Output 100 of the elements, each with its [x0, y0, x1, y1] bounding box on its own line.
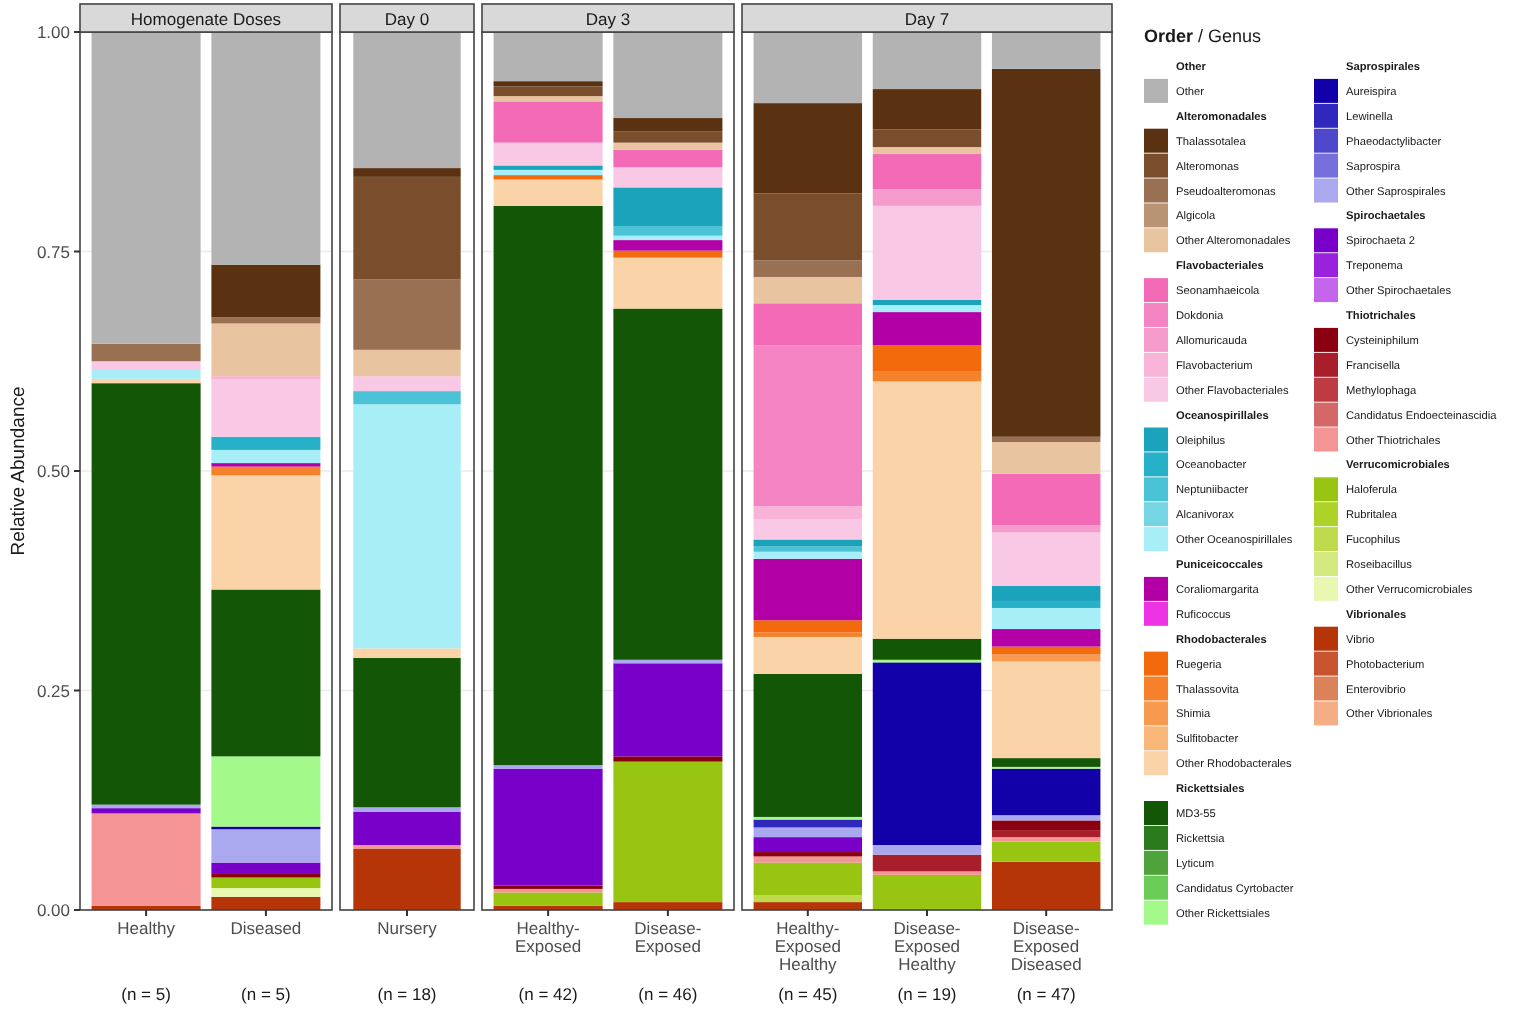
bar	[353, 168, 461, 177]
bar	[991, 586, 1101, 601]
bar	[353, 279, 461, 350]
chart-title: Day 3	[585, 9, 631, 29]
bar	[872, 345, 982, 372]
bar	[991, 646, 1101, 655]
x-tick-label: Healthy	[117, 918, 177, 938]
bar	[353, 176, 461, 280]
bar	[872, 854, 982, 872]
bar	[613, 761, 723, 903]
bar	[753, 620, 863, 633]
bar	[753, 636, 863, 674]
bar	[211, 317, 321, 324]
bar	[991, 654, 1101, 662]
legend-title: Order / Genus	[1144, 26, 1263, 46]
x-tick-label: Disease-Exposed Diseased	[1010, 918, 1083, 974]
bar	[991, 629, 1101, 647]
bar	[991, 532, 1101, 587]
bar	[872, 205, 982, 300]
x-tick-label: Healthy-Exposed	[515, 918, 582, 956]
bar	[91, 343, 201, 362]
bar	[493, 81, 603, 87]
bar	[872, 147, 982, 155]
bar	[991, 861, 1101, 910]
bar	[872, 662, 982, 846]
bar	[991, 442, 1101, 474]
bar	[493, 768, 603, 886]
bar	[211, 829, 321, 863]
bar	[91, 813, 201, 906]
bar	[613, 149, 723, 168]
y-tick-label: 0.50	[36, 461, 71, 481]
bar	[353, 811, 461, 846]
bar	[991, 661, 1101, 759]
bar	[753, 546, 863, 552]
bar	[493, 205, 603, 766]
bar	[493, 96, 603, 102]
bar	[991, 815, 1101, 821]
bar	[872, 638, 982, 660]
bar	[211, 466, 321, 476]
bar	[872, 154, 982, 190]
text: (n = 19)	[897, 984, 957, 1004]
x-tick-label: Nursery	[377, 918, 439, 938]
bar	[493, 892, 603, 906]
bar	[91, 808, 201, 814]
text: (n = 45)	[778, 984, 838, 1004]
bar	[872, 32, 982, 90]
bar	[991, 68, 1101, 437]
bar	[613, 167, 723, 188]
bar	[613, 756, 723, 762]
x-tick-label: Disease-Exposed Healthy	[893, 918, 961, 974]
bar	[613, 118, 723, 132]
x-tick-label: Diseased	[230, 918, 302, 938]
bar	[211, 756, 321, 827]
bar	[991, 607, 1101, 630]
bar	[753, 827, 863, 838]
bar	[613, 226, 723, 236]
bar	[211, 862, 321, 874]
bar	[991, 820, 1101, 831]
bar	[91, 378, 201, 384]
x-tick-label: Disease-Exposed	[634, 918, 702, 956]
bar	[493, 101, 603, 143]
bar	[211, 896, 321, 910]
bar	[613, 257, 723, 309]
bar	[872, 371, 982, 382]
bar	[872, 312, 982, 346]
bar	[991, 525, 1101, 533]
bar	[493, 142, 603, 166]
bar	[91, 370, 201, 379]
bar	[991, 32, 1101, 69]
bar	[991, 436, 1101, 443]
bar	[91, 361, 201, 371]
bar	[872, 129, 982, 148]
bar	[753, 558, 863, 621]
bar	[211, 475, 321, 590]
text: (n = 18)	[377, 984, 437, 1004]
bar	[613, 308, 723, 660]
text: (n = 5)	[241, 984, 292, 1004]
text: (n = 47)	[1016, 984, 1077, 1004]
x-tick-label: Healthy-Exposed Healthy	[774, 918, 842, 974]
bar	[753, 519, 863, 540]
bar	[211, 589, 321, 757]
bar	[91, 383, 201, 805]
bar	[753, 506, 863, 520]
bar	[493, 86, 603, 97]
bar	[211, 323, 321, 377]
bar	[753, 673, 863, 817]
bar	[211, 264, 321, 318]
bar	[991, 830, 1101, 838]
y-axis-title: Relative Abundance	[8, 386, 30, 556]
bar	[872, 89, 982, 130]
bar	[872, 299, 982, 306]
y-tick-label: 1.00	[36, 22, 71, 42]
text: (n = 5)	[121, 984, 172, 1004]
bar	[991, 600, 1101, 608]
bar	[991, 841, 1101, 862]
bar	[353, 848, 461, 910]
y-tick-label: 0.75	[36, 241, 71, 262]
bar	[613, 240, 723, 251]
bar	[353, 391, 461, 405]
bar	[753, 895, 863, 903]
